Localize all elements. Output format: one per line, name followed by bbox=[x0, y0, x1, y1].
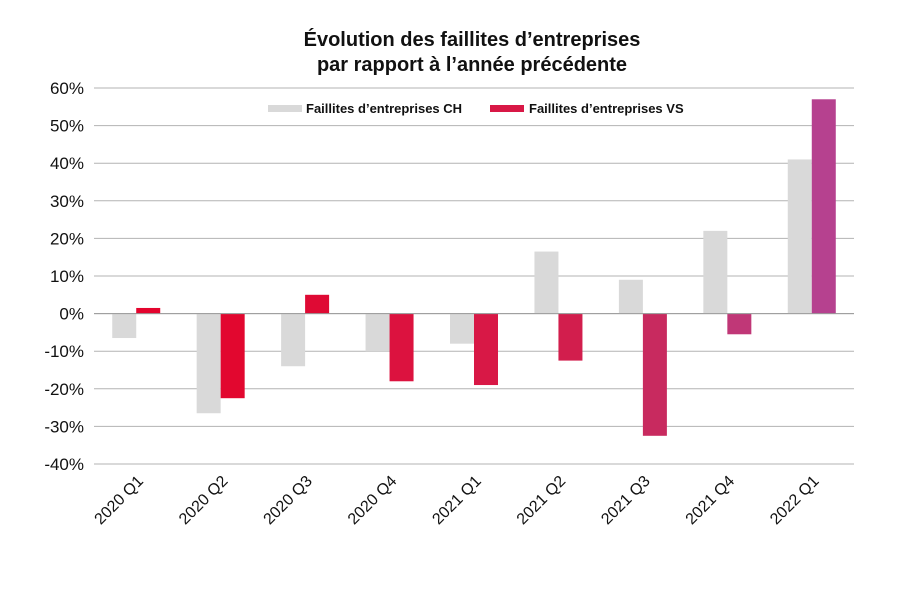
y-tick-label: 50% bbox=[50, 117, 84, 136]
x-category-label: 2021 Q4 bbox=[683, 473, 738, 528]
bar-ch-2021-q4 bbox=[703, 230, 728, 314]
bar-ch-2022-q1 bbox=[787, 159, 812, 314]
bar-vs-2021-q2 bbox=[558, 313, 583, 361]
bar-ch-2020-q4 bbox=[365, 313, 390, 352]
bar-ch-2021-q1 bbox=[450, 313, 474, 344]
bar-ch-2020-q1 bbox=[112, 313, 137, 339]
bar-vs-2021-q3 bbox=[642, 313, 667, 436]
x-category-label: 2020 Q4 bbox=[345, 473, 400, 528]
y-tick-label: 20% bbox=[50, 229, 84, 248]
chart-subtitle: par rapport à l’année précédente bbox=[317, 54, 627, 76]
bar-vs-2021-q1 bbox=[474, 313, 498, 386]
bar-vs-2020-q3 bbox=[305, 294, 330, 314]
y-tick-label: 30% bbox=[50, 192, 84, 211]
x-category-label: 2022 Q1 bbox=[767, 473, 822, 528]
bar-ch-2021-q2 bbox=[534, 251, 559, 314]
bar-vs-2021-q4 bbox=[727, 313, 752, 335]
bar-vs-2022-q1 bbox=[811, 99, 836, 314]
y-tick-label: -10% bbox=[44, 342, 84, 361]
bar-ch-2021-q3 bbox=[618, 279, 643, 314]
y-tick-label: -40% bbox=[44, 455, 84, 474]
y-tick-label: 10% bbox=[50, 267, 84, 286]
x-axis-categories: 2020 Q1 2020 Q2 2020 Q3 2020 Q4 2021 Q1 2021 … bbox=[92, 473, 823, 528]
bar-vs-2020-q1 bbox=[136, 307, 161, 314]
x-category-label: 2021 Q1 bbox=[429, 473, 484, 528]
legend-label: Faillites d’entreprises CH bbox=[306, 101, 462, 116]
chart-title: Évolution des faillites d’entreprises bbox=[304, 28, 641, 51]
bars bbox=[112, 99, 836, 436]
x-category-label: 2021 Q2 bbox=[514, 473, 569, 528]
y-tick-label: 40% bbox=[50, 154, 84, 173]
y-tick-label: 60% bbox=[50, 79, 84, 98]
legend-label: Faillites d’entreprises VS bbox=[529, 101, 684, 116]
legend: Faillites d’entreprises CH Faillites d’en… bbox=[268, 101, 684, 116]
x-category-label: 2021 Q3 bbox=[598, 473, 653, 528]
x-category-label: 2020 Q2 bbox=[176, 473, 231, 528]
x-category-label: 2020 Q1 bbox=[92, 473, 147, 528]
y-tick-label: -20% bbox=[44, 380, 84, 399]
y-tick-label: 0% bbox=[59, 305, 84, 324]
y-tick-label: -30% bbox=[44, 417, 84, 436]
bar-ch-2020-q3 bbox=[281, 313, 306, 367]
bar-vs-2020-q4 bbox=[389, 313, 414, 382]
legend-swatch bbox=[490, 105, 524, 112]
bar-ch-2020-q2 bbox=[196, 313, 221, 414]
x-category-label: 2020 Q3 bbox=[261, 473, 316, 528]
y-axis-ticks: -40% -30% -20% -10% 0% 10% 20% 30% 40% 50% 60% bbox=[44, 79, 84, 474]
bar-vs-2020-q2 bbox=[220, 313, 245, 399]
legend-swatch bbox=[268, 105, 302, 112]
